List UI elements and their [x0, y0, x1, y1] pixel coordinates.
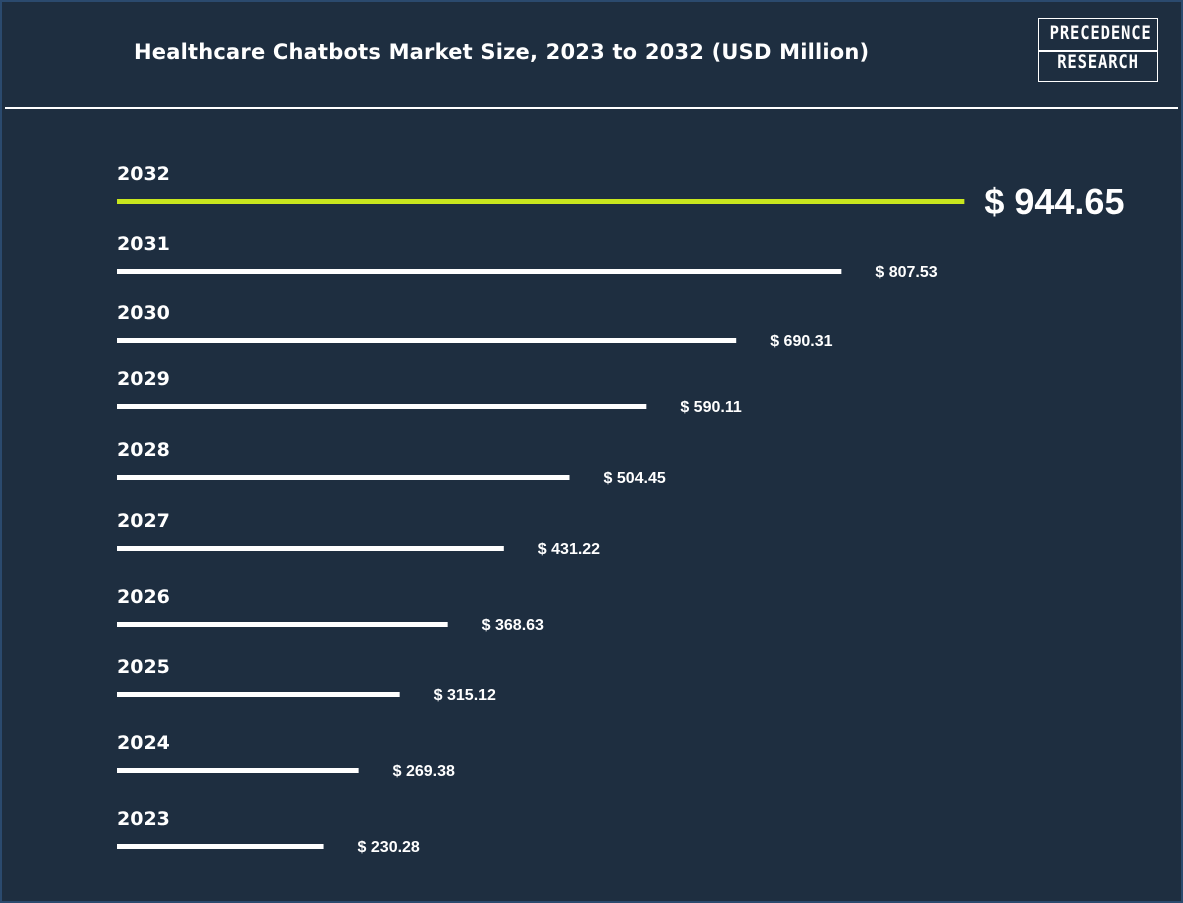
bar [117, 768, 359, 773]
bar-highlight [117, 199, 965, 204]
value-label: $ 230.28 [358, 839, 420, 856]
year-label: 2024 [117, 732, 170, 754]
value-label: $ 269.38 [393, 763, 455, 780]
value-label: $ 315.12 [434, 687, 496, 704]
bar [117, 844, 324, 849]
value-label: $ 504.45 [603, 470, 665, 487]
bar [117, 692, 400, 697]
year-label: 2028 [117, 439, 170, 461]
value-label: $ 944.65 [984, 181, 1124, 222]
value-label: $ 368.63 [482, 617, 544, 634]
year-label: 2030 [117, 302, 170, 324]
logo-line-1: PRECEDENCE [1049, 22, 1152, 44]
bar [117, 404, 647, 409]
logo-separator [1039, 50, 1157, 52]
chart-title: Healthcare Chatbots Market Size, 2023 to… [134, 40, 870, 64]
value-label: $ 431.22 [538, 541, 600, 558]
logo-line-2: RESEARCH [1057, 51, 1139, 73]
bar [117, 475, 570, 480]
precedence-research-logo: PRECEDENCE RESEARCH [1038, 18, 1158, 82]
year-label: 2027 [117, 510, 170, 532]
header-divider [5, 107, 1178, 109]
bar [117, 622, 448, 627]
bar [117, 338, 737, 343]
bar [117, 269, 842, 274]
year-label: 2026 [117, 586, 170, 608]
year-label: 2031 [117, 233, 170, 255]
value-label: $ 690.31 [770, 333, 832, 350]
value-label: $ 590.11 [680, 399, 742, 416]
year-label: 2025 [117, 656, 170, 678]
year-label: 2032 [117, 163, 170, 185]
year-label: 2029 [117, 368, 170, 390]
value-label: $ 807.53 [875, 264, 937, 281]
bar [117, 546, 504, 551]
year-label: 2023 [117, 808, 170, 830]
